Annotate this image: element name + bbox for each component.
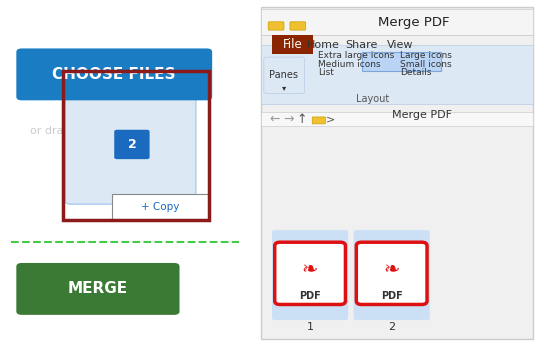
FancyBboxPatch shape: [114, 130, 150, 159]
FancyBboxPatch shape: [354, 230, 430, 320]
Text: ▾: ▾: [282, 83, 286, 92]
Text: 2: 2: [127, 138, 137, 151]
FancyBboxPatch shape: [16, 263, 180, 315]
Text: Small icons: Small icons: [400, 60, 452, 69]
FancyBboxPatch shape: [290, 22, 306, 30]
Text: or drag & drop files here: or drag & drop files here: [29, 127, 166, 136]
FancyBboxPatch shape: [261, 7, 533, 339]
FancyBboxPatch shape: [65, 93, 196, 204]
Text: Details: Details: [400, 68, 431, 77]
Text: Layout: Layout: [356, 94, 390, 103]
FancyBboxPatch shape: [261, 35, 533, 54]
Text: Merge PDF: Merge PDF: [378, 16, 449, 29]
Text: Large icons: Large icons: [400, 51, 452, 60]
Text: 1: 1: [307, 322, 313, 332]
Text: Panes: Panes: [269, 71, 299, 80]
Text: CHOOSE FILES: CHOOSE FILES: [52, 67, 176, 82]
Text: File: File: [282, 38, 302, 51]
Text: View: View: [387, 40, 413, 50]
Text: Share: Share: [345, 40, 378, 50]
Text: + Copy: + Copy: [141, 202, 180, 212]
Text: ←: ←: [269, 113, 280, 126]
Text: ❧: ❧: [384, 261, 400, 279]
Text: PDF: PDF: [299, 291, 321, 301]
FancyBboxPatch shape: [112, 194, 209, 220]
Text: 2: 2: [388, 322, 395, 332]
Text: PDF: PDF: [381, 291, 403, 301]
FancyBboxPatch shape: [268, 22, 284, 30]
FancyBboxPatch shape: [261, 112, 533, 126]
FancyBboxPatch shape: [264, 57, 305, 93]
FancyBboxPatch shape: [272, 230, 348, 320]
FancyBboxPatch shape: [275, 242, 345, 304]
FancyBboxPatch shape: [261, 45, 533, 104]
FancyBboxPatch shape: [312, 117, 325, 124]
Text: Medium icons: Medium icons: [318, 60, 381, 69]
FancyBboxPatch shape: [362, 52, 441, 71]
Text: Extra large icons: Extra large icons: [318, 51, 394, 60]
Text: Home: Home: [307, 40, 340, 50]
FancyBboxPatch shape: [272, 35, 313, 54]
Text: Merge PDF: Merge PDF: [392, 110, 452, 120]
Text: MERGE: MERGE: [68, 281, 128, 297]
Text: ↑: ↑: [296, 113, 307, 126]
Text: →: →: [283, 113, 294, 126]
Text: ❧: ❧: [302, 261, 318, 279]
FancyBboxPatch shape: [261, 9, 533, 35]
Text: List: List: [318, 68, 334, 77]
FancyBboxPatch shape: [356, 242, 427, 304]
FancyBboxPatch shape: [16, 48, 212, 100]
Text: >: >: [325, 115, 335, 124]
